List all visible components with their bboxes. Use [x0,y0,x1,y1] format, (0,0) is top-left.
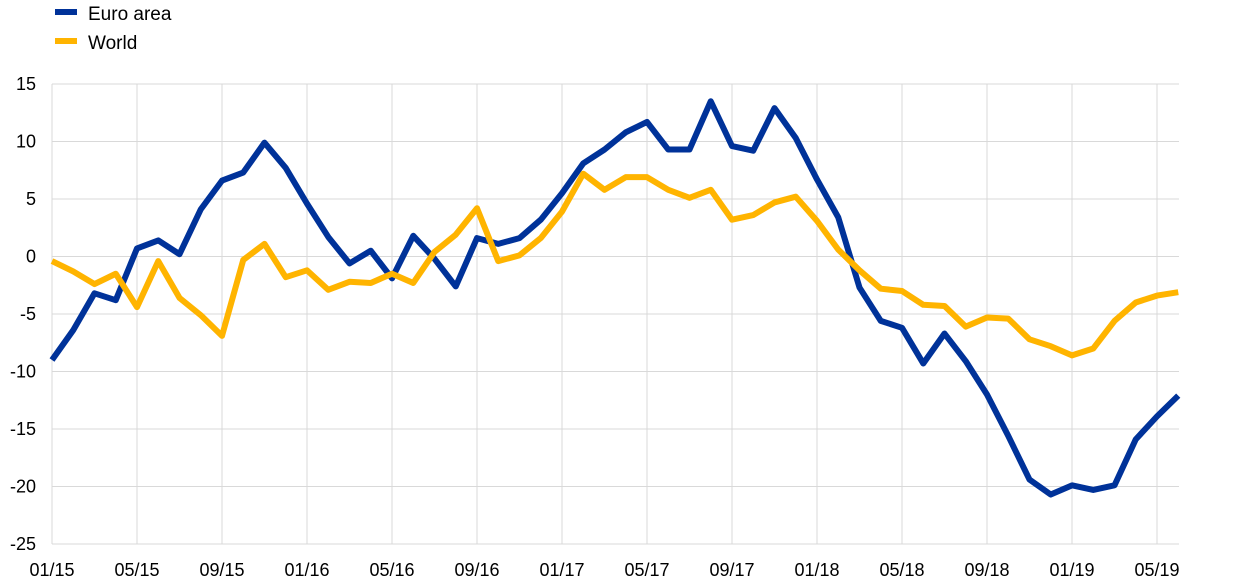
legend-label-euro-area: Euro area [88,4,172,25]
y-tick-label: 15 [16,74,36,94]
x-tick-label: 09/18 [964,560,1009,580]
x-tick-label: 01/16 [284,560,329,580]
y-tick-label: -5 [20,304,36,324]
y-tick-label: 10 [16,132,36,152]
x-tick-label: 09/15 [199,560,244,580]
y-tick-label: -25 [10,534,36,554]
x-tick-label: 05/17 [624,560,669,580]
x-tick-label: 01/17 [539,560,584,580]
x-tick-label: 05/16 [369,560,414,580]
x-tick-label: 05/18 [879,560,924,580]
x-tick-label: 01/18 [794,560,839,580]
series-lines [49,98,1181,498]
x-tick-label: 09/17 [709,560,754,580]
x-tick-label: 01/19 [1049,560,1094,580]
x-tick-label: 01/15 [29,560,74,580]
y-tick-label: 5 [26,189,36,209]
y-tick-label: -20 [10,477,36,497]
y-tick-label: -15 [10,419,36,439]
y-axis-ticks: 15 10 5 0 -5 -10 -15 -20 -25 [10,74,36,554]
series-line-world [50,170,1179,359]
y-tick-label: 0 [26,247,36,267]
legend: Euro area World [55,4,172,54]
x-tick-label: 05/15 [114,560,159,580]
x-axis-ticks: 01/15 05/15 09/15 01/16 05/16 09/16 01/17 05/17… [29,560,1179,580]
legend-label-world: World [88,33,137,54]
series-line-euro-area [49,98,1181,498]
legend-swatch-world [55,38,77,44]
y-tick-label: -10 [10,362,36,382]
legend-swatch-euro-area [55,9,77,15]
grid [51,83,1179,545]
x-tick-label: 05/19 [1134,560,1179,580]
x-tick-label: 09/16 [454,560,499,580]
